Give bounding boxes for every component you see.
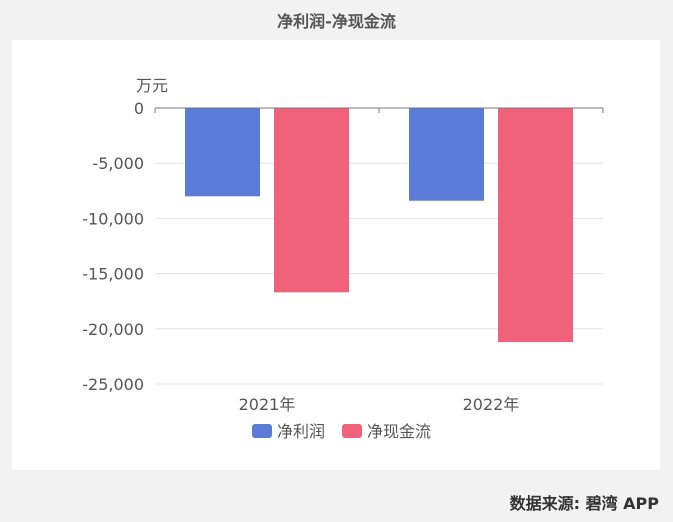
legend-swatch	[252, 424, 272, 438]
y-tick-label: -25,000	[82, 375, 144, 394]
legend-label: 净利润	[277, 422, 325, 441]
bar-0-0	[185, 108, 260, 197]
legend-swatch	[342, 424, 362, 438]
y-tick-label: 0	[134, 99, 144, 118]
axis-layer: 万元 0 -5,000 -10,000 -15,000 -20,000 -25,000 202…	[82, 76, 604, 414]
x-tick-label: 2021年	[239, 395, 296, 414]
y-axis-unit: 万元	[136, 76, 168, 95]
y-tick-label: -20,000	[82, 320, 144, 339]
bar-0-1	[274, 108, 349, 293]
y-tick-label: -15,000	[82, 265, 144, 284]
x-tick-label: 2022年	[463, 395, 520, 414]
legend-label: 净现金流	[367, 422, 431, 441]
y-tick-label: -5,000	[92, 154, 144, 173]
y-tick-label: -10,000	[82, 209, 144, 228]
chart-title: 净利润-净现金流	[277, 12, 396, 31]
bars-layer	[185, 108, 573, 343]
legend: 净利润 净现金流	[252, 422, 431, 441]
source-note: 数据来源: 碧湾 APP	[509, 494, 659, 513]
bar-1-0	[409, 108, 484, 201]
bar-1-1	[498, 108, 573, 343]
